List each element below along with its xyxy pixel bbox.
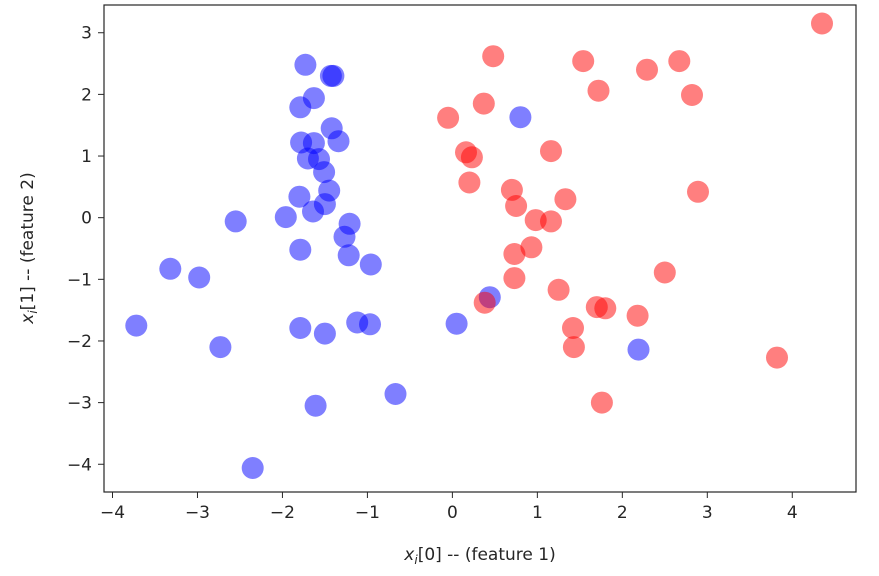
scatter-point-series-0-13 (288, 185, 311, 208)
scatter-point-series-0-35 (384, 383, 407, 405)
scatter-point-series-1-26 (594, 297, 617, 320)
scatter-point-series-0-4 (289, 96, 312, 119)
scatter-point-series-1-30 (766, 346, 788, 369)
x-tick-label: 1 (532, 503, 543, 523)
scatter-point-series-1-2 (572, 50, 595, 73)
y-tick-label: 2 (81, 85, 92, 105)
scatter-point-series-0-22 (359, 253, 382, 276)
y-tick-label: −1 (67, 270, 92, 290)
x-tick-label: −1 (355, 503, 380, 523)
scatter-point-series-0-31 (313, 322, 336, 345)
scatter-point-series-0-29 (359, 313, 381, 336)
scatter-point-series-1-4 (636, 58, 658, 81)
scatter-point-series-1-12 (458, 171, 481, 194)
x-axis: −4 −3 −2 −1 0 1 2 3 4 (100, 492, 798, 523)
scatter-point-series-0-21 (337, 244, 360, 267)
scatter-point-series-1-0 (811, 12, 833, 35)
scatter-point-series-0-17 (224, 210, 247, 233)
y-tick-label: 3 (81, 24, 92, 44)
x-tick-label: −2 (270, 503, 295, 523)
scatter-point-series-0-11 (313, 161, 336, 184)
scatter-point-series-1-3 (668, 50, 691, 73)
scatter-point-series-0-34 (627, 338, 650, 361)
plot-frame (103, 4, 857, 493)
scatter-point-series-1-9 (540, 140, 562, 163)
scatter-point-series-1-8 (437, 106, 460, 129)
scatter-point-series-0-36 (304, 394, 327, 417)
scatter-point-series-0-20 (289, 238, 312, 261)
x-tick-label: 0 (447, 503, 458, 523)
scatter-point-series-1-7 (472, 92, 495, 115)
scatter-point-series-1-27 (626, 304, 649, 327)
scatter-point-series-0-16 (274, 206, 297, 229)
x-tick-label: −3 (185, 503, 210, 523)
scatter-point-series-1-1 (482, 45, 505, 68)
scatter-point-series-1-31 (590, 391, 613, 414)
scatter-point-series-1-16 (505, 195, 528, 217)
scatter-point-series-1-11 (460, 146, 483, 169)
scatter-point-series-0-2 (319, 64, 342, 87)
y-tick-label: 1 (81, 147, 92, 167)
scatter-point-series-0-37 (241, 457, 264, 479)
x-tick-label: 2 (617, 503, 628, 523)
y-axis: −4 −3 −2 −1 0 1 2 3 (67, 24, 104, 475)
scatter-point-series-0-33 (209, 336, 232, 359)
scatter-point-series-0-25 (509, 106, 532, 129)
scatter-point-series-1-23 (547, 278, 570, 301)
y-tick-label: −3 (67, 394, 92, 414)
scatter-point-series-0-32 (125, 314, 148, 337)
scatter-point-series-1-21 (653, 261, 676, 284)
points-layer (125, 12, 833, 479)
x-tick-label: 4 (787, 503, 798, 523)
y-axis-label: xi[1] -- (feature 2) (18, 172, 40, 324)
scatter-point-series-1-24 (473, 291, 496, 314)
scatter-point-series-1-6 (681, 84, 703, 106)
scatter-point-series-1-20 (503, 243, 526, 265)
x-tick-label: 3 (702, 503, 713, 523)
scatter-point-series-1-5 (587, 79, 610, 102)
scatter-point-series-1-29 (562, 336, 585, 359)
scatter-point-series-0-30 (289, 317, 312, 339)
y-tick-label: −4 (67, 455, 92, 475)
scatter-point-series-0-6 (327, 130, 350, 153)
x-axis-label: xi[0] -- (feature 1) (403, 545, 555, 567)
y-tick-label: 0 (81, 209, 92, 229)
scatter-point-series-0-23 (159, 257, 182, 280)
scatter-point-series-0-24 (188, 266, 211, 289)
scatter-point-series-0-15 (302, 200, 324, 223)
scatter-point-series-1-15 (554, 188, 577, 211)
scatter-point-series-0-19 (333, 225, 356, 248)
scatter-point-series-0-0 (294, 53, 317, 76)
scatter-point-series-1-28 (562, 317, 584, 339)
scatter-point-series-1-18 (540, 210, 562, 233)
scatter-point-series-1-22 (503, 267, 526, 290)
y-tick-label: −2 (67, 332, 92, 352)
scatter-point-series-0-27 (445, 312, 468, 335)
scatter-point-series-1-14 (687, 180, 709, 203)
plot-background (104, 5, 856, 492)
scatter-point-series-1-19 (520, 236, 543, 259)
x-tick-label: −4 (100, 503, 125, 523)
